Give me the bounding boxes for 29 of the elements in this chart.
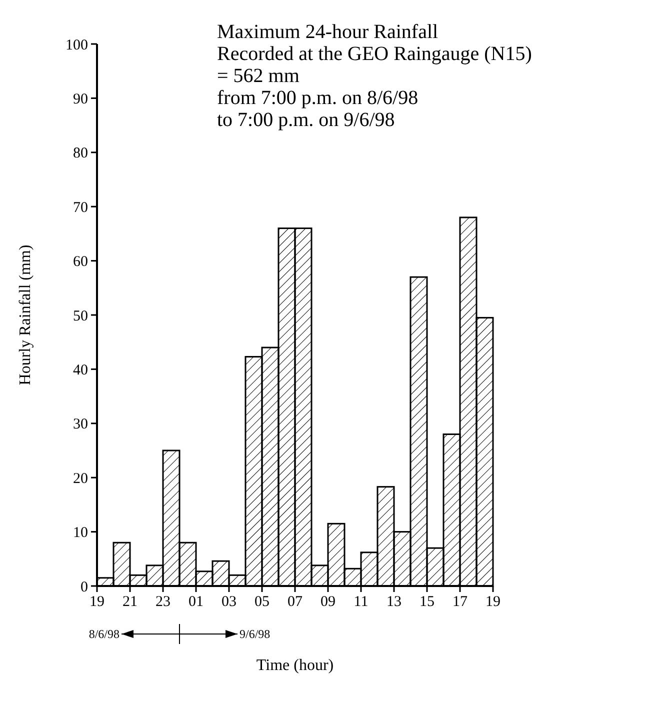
y-tick-label: 30 xyxy=(73,416,88,433)
x-tick-label: 09 xyxy=(320,594,336,610)
x-axis-title: Time (hour) xyxy=(256,657,334,674)
y-tick-label: 70 xyxy=(73,200,88,216)
x-tick-label: 13 xyxy=(386,594,402,610)
y-tick-label: 40 xyxy=(73,362,88,378)
y-axis-title: Hourly Rainfall (mm) xyxy=(17,244,34,386)
y-tick-label: 50 xyxy=(73,308,88,324)
x-tick-label: 17 xyxy=(452,594,468,610)
y-tick-label: 100 xyxy=(66,37,88,54)
x-tick-label: 03 xyxy=(222,594,236,610)
y-tick-label: 60 xyxy=(73,254,88,270)
x-tick-label: 23 xyxy=(156,594,170,610)
y-tick-label: 20 xyxy=(73,470,88,487)
text: Maximum 24-hour Rainfall Recorded at the GEO Raingauge (N15) = 562 mm from 7:00 p.m. on 8/6/98 to 7:00 p.m. on 9/6/98 xyxy=(217,21,532,131)
x-tick-label: 05 xyxy=(254,594,270,610)
x-tick-label: 11 xyxy=(354,594,368,610)
y-tick-label: 90 xyxy=(73,91,88,108)
x-tick-label: 19 xyxy=(90,594,104,610)
y-tick-label: 0 xyxy=(80,579,88,596)
y-tick-label: 80 xyxy=(73,146,88,162)
x-tick-label: 01 xyxy=(188,594,204,610)
text: 9/6/98 xyxy=(240,627,270,641)
y-tick-label: 10 xyxy=(73,525,88,542)
x-tick-label: 21 xyxy=(122,594,138,610)
x-tick-label: 19 xyxy=(486,594,500,610)
x-tick-label: 15 xyxy=(420,594,434,610)
x-tick-label: 07 xyxy=(288,594,303,610)
text: 8/6/98 xyxy=(88,627,120,641)
